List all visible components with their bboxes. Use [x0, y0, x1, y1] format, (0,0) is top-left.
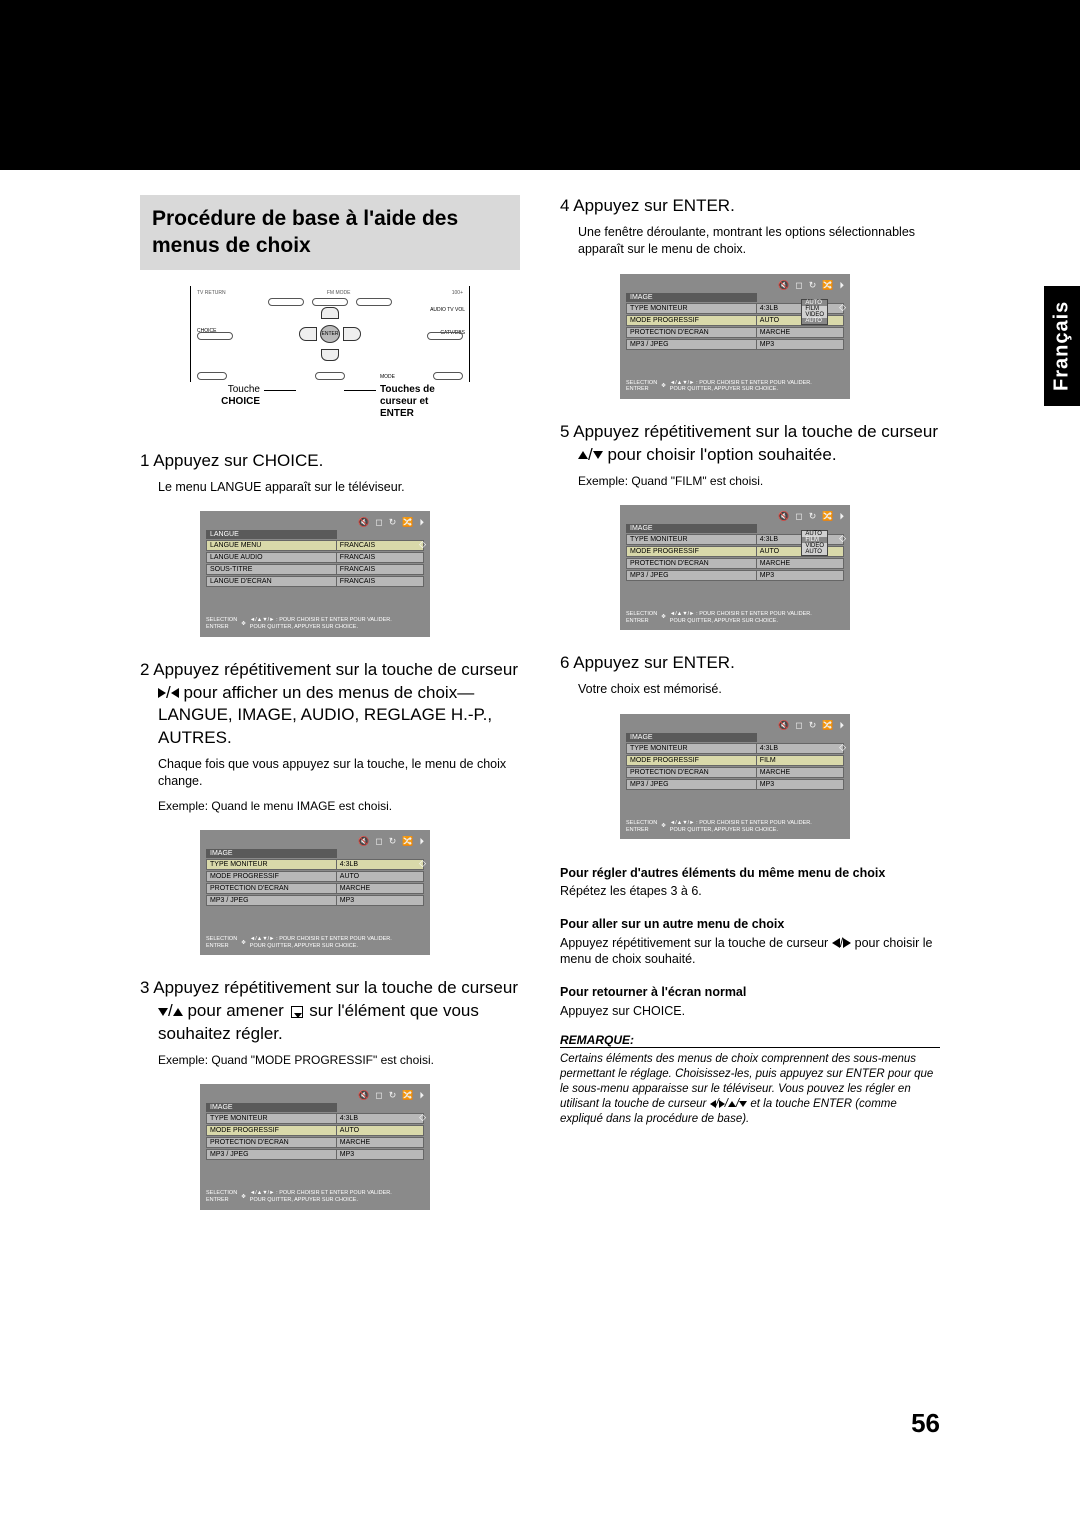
remote-pill	[268, 298, 304, 306]
step-5-body: Exemple: Quand "FILM" est choisi.	[560, 473, 940, 489]
extra-2-heading: Pour aller sur un autre menu de choix	[560, 916, 940, 932]
remote-pill	[312, 298, 348, 306]
extra-3-heading: Pour retourner à l'écran normal	[560, 984, 940, 1000]
left-column: Procédure de base à l'aide des menus de …	[140, 195, 520, 1220]
remote-figure: TV RETURN FM MODE 100+ AUDIO TV VOL CATV…	[190, 286, 470, 420]
osd-langue: 🔇◻↻🔀⏵LANGUELANGUE MENUFRANCAISLANGUE AUD…	[200, 511, 430, 636]
step-3-body: Exemple: Quand "MODE PROGRESSIF" est cho…	[140, 1052, 520, 1068]
step-2-heading: 2 Appuyez répétitivement sur la touche d…	[140, 659, 520, 751]
remote-label: 100+	[452, 290, 463, 296]
extra-3-body: Appuyez sur CHOICE.	[560, 1003, 940, 1020]
step-1-body: Le menu LANGUE apparaît sur le téléviseu…	[140, 479, 520, 496]
remote-caption-right: Touches de curseur et ENTER	[380, 384, 470, 420]
step-2-body-1: Chaque fois que vous appuyez sur la touc…	[140, 756, 520, 790]
remote-label: AUDIO TV VOL	[430, 308, 465, 313]
step-4-heading: 4 Appuyez sur ENTER.	[560, 195, 940, 218]
osd-image-popup-film: 🔇◻↻🔀⏵IMAGETYPE MONITEUR4:3LBMODE PROGRES…	[620, 505, 850, 630]
cursor-marker-icon	[291, 1006, 303, 1018]
osd-image-1: 🔇◻↻🔀⏵IMAGETYPE MONITEUR4:3LBMODE PROGRES…	[200, 830, 430, 955]
remote-pill	[356, 298, 392, 306]
step-3-heading: 3 Appuyez répétitivement sur la touche d…	[140, 977, 520, 1046]
remote-label: TV RETURN	[197, 290, 226, 296]
remote-pill	[433, 372, 463, 380]
step-6-body: Votre choix est mémorisé.	[560, 681, 940, 698]
remote-caption-left: Touche CHOICE	[190, 384, 260, 408]
step-1-heading: 1 Appuyez sur CHOICE.	[140, 450, 520, 473]
step-6-heading: 6 Appuyez sur ENTER.	[560, 652, 940, 675]
remote-label: CHOICE	[197, 328, 216, 334]
remarque-heading: REMARQUE:	[560, 1033, 940, 1048]
language-tab: Français	[1044, 286, 1080, 406]
osd-image-film-set: 🔇◻↻🔀⏵IMAGETYPE MONITEUR4:3LBMODE PROGRES…	[620, 714, 850, 839]
page-title: Procédure de base à l'aide des menus de …	[140, 195, 520, 270]
step-5-heading: 5 Appuyez répétitivement sur la touche d…	[560, 421, 940, 467]
remote-label: FM MODE	[327, 290, 351, 296]
extra-1-body: Répétez les étapes 3 à 6.	[560, 883, 940, 900]
remote-pill	[315, 372, 345, 380]
step-2-body-2: Exemple: Quand le menu IMAGE est choisi.	[140, 798, 520, 814]
osd-image-2: 🔇◻↻🔀⏵IMAGETYPE MONITEUR4:3LBMODE PROGRES…	[200, 1084, 430, 1209]
step-4-body: Une fenêtre déroulante, montrant les opt…	[560, 224, 940, 258]
remote-label: MODE	[380, 374, 395, 380]
top-black-band	[0, 0, 1080, 170]
extra-1-heading: Pour régler d'autres éléments du même me…	[560, 865, 940, 881]
remote-pill	[427, 332, 463, 340]
osd-image-popup-auto: 🔇◻↻🔀⏵IMAGETYPE MONITEUR4:3LBMODE PROGRES…	[620, 274, 850, 399]
page-content: Procédure de base à l'aide des menus de …	[140, 195, 940, 1220]
extra-2-body: Appuyez répétitivement sur la touche de …	[560, 935, 940, 969]
remote-dpad: ENTER	[293, 307, 367, 361]
remarque-body: Certains éléments des menus de choix com…	[560, 1052, 940, 1127]
remote-pill	[197, 372, 227, 380]
right-column: 4 Appuyez sur ENTER. Une fenêtre déroula…	[560, 195, 940, 1220]
page-number: 56	[911, 1408, 940, 1439]
